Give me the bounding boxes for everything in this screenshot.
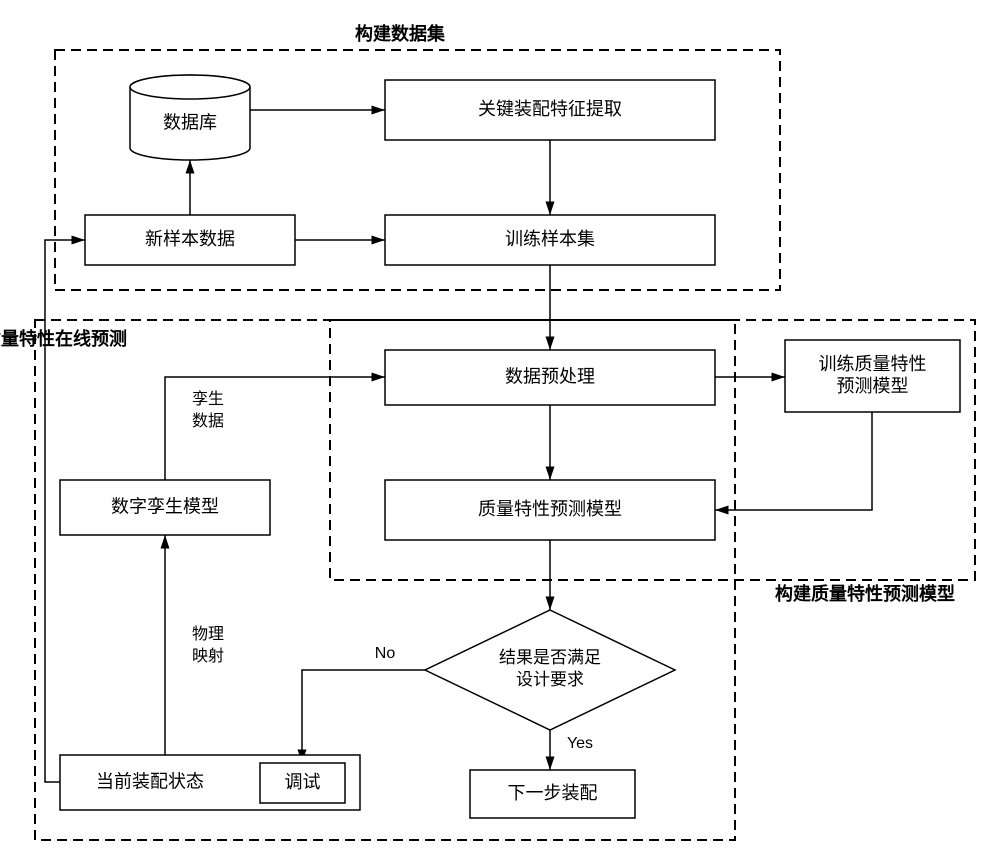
svg-text:质量特性预测模型: 质量特性预测模型 [478, 499, 622, 519]
edge-label-11: 物理映射 [192, 625, 224, 665]
edge-train_model-to-predict_model [715, 412, 872, 510]
group-label-build_dataset: 构建数据集 [355, 23, 446, 44]
edge-decision-to-debug [302, 670, 425, 763]
svg-text:数据库: 数据库 [163, 112, 217, 132]
svg-text:训练样本集: 训练样本集 [505, 229, 595, 249]
group-label-build_model: 构建质量特性预测模型 [775, 583, 955, 604]
svg-text:新样本数据: 新样本数据 [145, 229, 235, 249]
svg-text:调试: 调试 [285, 772, 321, 792]
svg-text:数据预处理: 数据预处理 [505, 366, 595, 386]
svg-text:数字孪生模型: 数字孪生模型 [111, 496, 219, 516]
svg-text:当前装配状态: 当前装配状态 [96, 771, 204, 791]
edge-label-10: No [375, 645, 396, 662]
svg-text:下一步装配: 下一步装配 [508, 783, 598, 803]
edge-label-9: Yes [567, 735, 593, 752]
group-label-online_predict: 质量特性在线预测 [0, 328, 127, 349]
edge-label-12: 孪生数据 [192, 390, 224, 430]
svg-text:关键装配特征提取: 关键装配特征提取 [478, 99, 622, 119]
